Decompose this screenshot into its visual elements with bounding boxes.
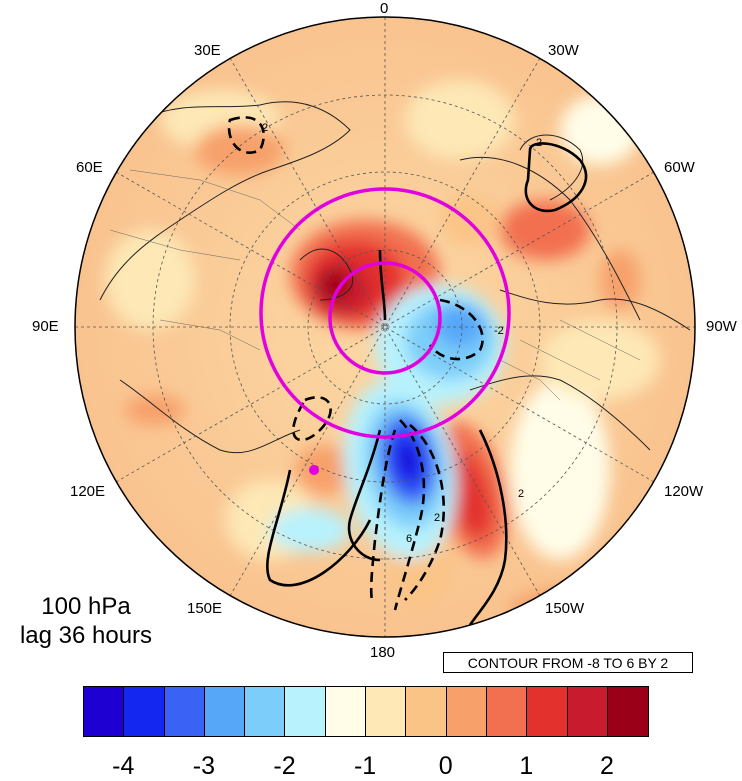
lon-label-0: 0 [380, 0, 389, 17]
colorbar [83, 686, 650, 737]
contours-negative [227, 116, 484, 611]
highlight-point [309, 465, 319, 475]
lon-label-60e: 60E [76, 159, 103, 176]
contour-info-box: CONTOUR FROM -8 TO 6 BY 2 [443, 652, 693, 673]
lon-label-120e: 120E [70, 483, 106, 500]
colorbar-tick-label: 2 [599, 752, 614, 780]
map-disk [75, 17, 695, 637]
lon-label-180: 180 [370, 644, 396, 661]
contours-positive [265, 142, 588, 626]
colorbar-box [406, 687, 447, 736]
colorbar-box [164, 687, 205, 736]
colorbar-tick-label: 1 [519, 752, 534, 780]
colorbar-box [366, 687, 407, 736]
colorbar-box [567, 687, 608, 736]
colorbar-tick-label: -2 [273, 752, 296, 780]
lon-label-90w: 90W [706, 318, 737, 335]
contour-label: 2 [262, 122, 269, 134]
colorbar-box [607, 687, 649, 736]
highlight-inner-circle [328, 261, 442, 375]
colorbar-box [124, 687, 165, 736]
lon-label-120w: 120W [664, 483, 704, 500]
coastlines [99, 101, 691, 454]
colorbar-box [446, 687, 487, 736]
colorbar-box [285, 687, 326, 736]
plot-title: 100 hPa lag 36 hours [0, 592, 172, 650]
contour-label: 6 [406, 533, 413, 545]
colorbar-box [486, 687, 528, 736]
colorbar-tick-label: 0 [438, 752, 453, 780]
lon-label-90e: 90E [32, 318, 59, 335]
colorbar-box [527, 687, 568, 736]
colorbar-box [245, 687, 286, 736]
pressure-level: 100 hPa [41, 593, 131, 620]
anomaly-shading [105, 80, 660, 630]
colorbar-tick-label: -3 [192, 752, 215, 780]
lon-label-150e: 150E [187, 600, 223, 617]
colorbar-box [204, 687, 246, 736]
lon-label-150w: 150W [545, 600, 585, 617]
map-border [74, 16, 696, 638]
colorbar-tick-label: -1 [353, 752, 377, 780]
colorbar-box [325, 687, 367, 736]
lon-label-30e: 30E [194, 42, 221, 59]
colorbar-box [84, 687, 125, 736]
lon-label-60w: 60W [664, 159, 695, 176]
contour-label: 2 [518, 488, 525, 500]
contour-label: -2 [494, 325, 504, 337]
contour-label: 2 [434, 512, 441, 524]
colorbar-tick-label: -4 [112, 752, 135, 780]
lag-label: lag 36 hours [19, 622, 153, 649]
highlight-outer-circle [259, 187, 511, 439]
contour-label: 2 [536, 137, 543, 149]
lon-label-30w: 30W [548, 42, 579, 59]
